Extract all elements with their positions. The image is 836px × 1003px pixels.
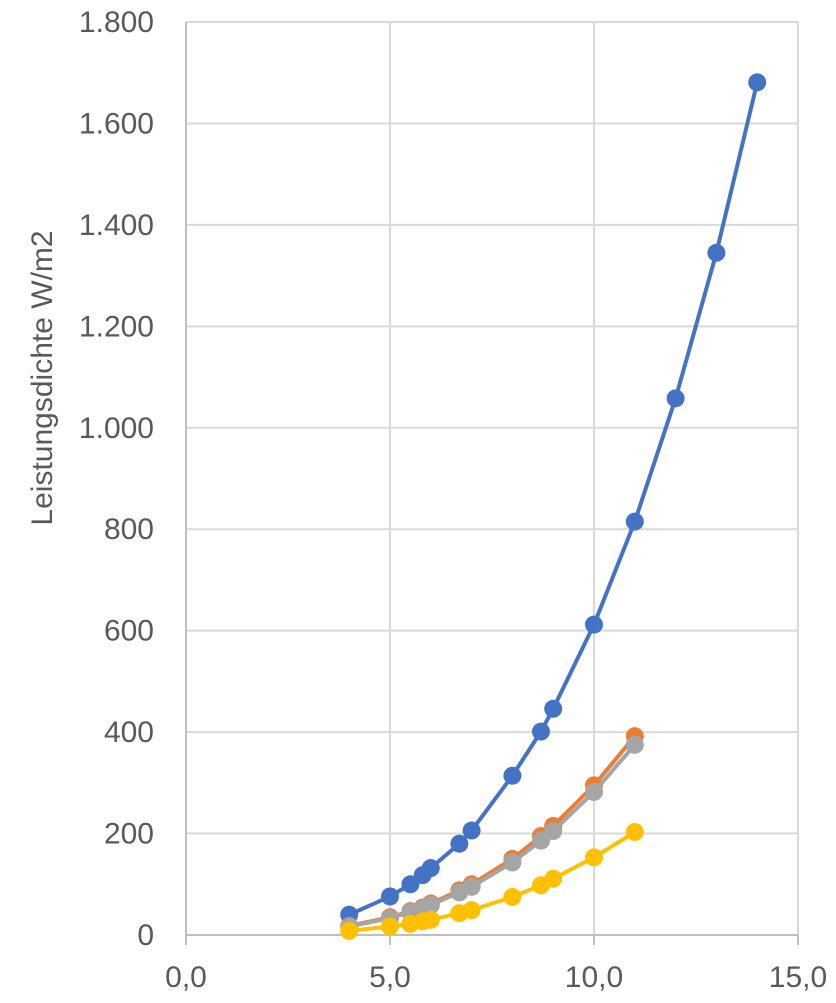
data-point <box>544 822 563 841</box>
y-tick-label: 600 <box>104 615 154 648</box>
data-point <box>707 243 726 262</box>
y-axis-title: Leistungsdichte W/m2 <box>26 230 59 525</box>
x-tick-label: 10,0 <box>565 961 623 994</box>
data-point <box>531 831 550 850</box>
data-point <box>462 877 481 896</box>
data-point <box>585 848 603 867</box>
data-point <box>625 512 644 531</box>
x-tick-label: 5,0 <box>369 961 411 994</box>
data-point <box>531 722 550 741</box>
x-tick-label: 0,0 <box>165 961 207 994</box>
data-point <box>503 887 522 906</box>
data-point <box>381 887 399 906</box>
data-point <box>625 823 644 842</box>
data-point <box>462 901 481 920</box>
x-tick-label: 15,0 <box>769 961 827 994</box>
y-tick-label: 800 <box>104 513 154 546</box>
y-tick-label: 0 <box>137 919 154 952</box>
y-tick-label: 1.200 <box>79 310 154 343</box>
data-point <box>503 766 522 785</box>
y-tick-label: 1.000 <box>79 412 154 445</box>
series-line <box>348 81 760 917</box>
y-tick-label: 1.800 <box>79 6 154 39</box>
data-series <box>340 73 767 940</box>
data-point <box>381 917 399 936</box>
data-point <box>421 910 440 929</box>
data-point <box>401 875 420 894</box>
y-tick-label: 1.600 <box>79 107 154 140</box>
data-point <box>421 896 440 915</box>
y-tick-label: 1.400 <box>79 209 154 242</box>
data-point <box>544 869 563 888</box>
data-point <box>450 834 469 853</box>
data-point <box>544 699 563 718</box>
data-point <box>625 735 644 754</box>
data-point <box>340 921 359 940</box>
x-axis-ticks: 0,0 5,0 10,0 15,0 <box>165 935 827 994</box>
data-point <box>666 389 685 408</box>
data-point <box>748 73 767 92</box>
y-tick-label: 400 <box>104 716 154 749</box>
data-point <box>462 821 481 840</box>
y-axis-ticks: 0 200 400 600 800 1.000 1.200 1.400 1.600 1.800 <box>79 6 154 952</box>
series-4 <box>340 823 644 940</box>
series-1 <box>340 73 767 924</box>
data-point <box>421 859 440 878</box>
data-point <box>585 615 603 634</box>
data-point <box>503 853 522 872</box>
gridlines <box>185 21 799 936</box>
y-tick-label: 200 <box>104 818 154 851</box>
data-point <box>585 782 603 801</box>
